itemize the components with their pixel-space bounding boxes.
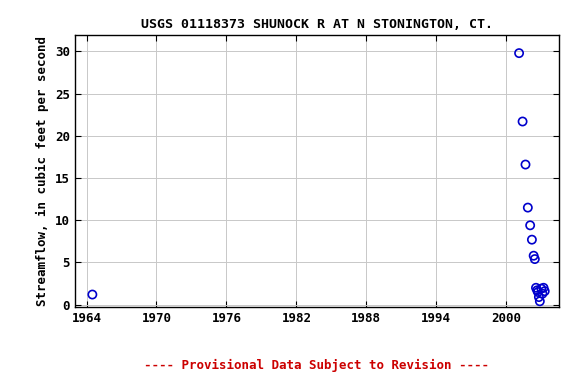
Point [540,288,550,294]
Point [533,287,542,293]
Text: ---- Provisional Data Subject to Revision ----: ---- Provisional Data Subject to Revisio… [145,359,489,372]
Point [529,253,538,259]
Point [521,162,530,168]
Point [514,50,524,56]
Point [530,256,540,262]
Point [518,118,527,124]
Point [539,285,548,291]
Y-axis label: Streamflow, in cubic feet per second: Streamflow, in cubic feet per second [36,36,50,306]
Point [88,291,97,298]
Title: USGS 01118373 SHUNOCK R AT N STONINGTON, CT.: USGS 01118373 SHUNOCK R AT N STONINGTON,… [141,18,493,31]
Point [537,286,546,292]
Point [527,237,536,243]
Point [523,205,532,211]
Point [532,285,541,291]
Point [535,298,544,305]
Point [538,291,547,297]
Point [525,222,535,228]
Point [535,294,544,300]
Point [533,289,543,295]
